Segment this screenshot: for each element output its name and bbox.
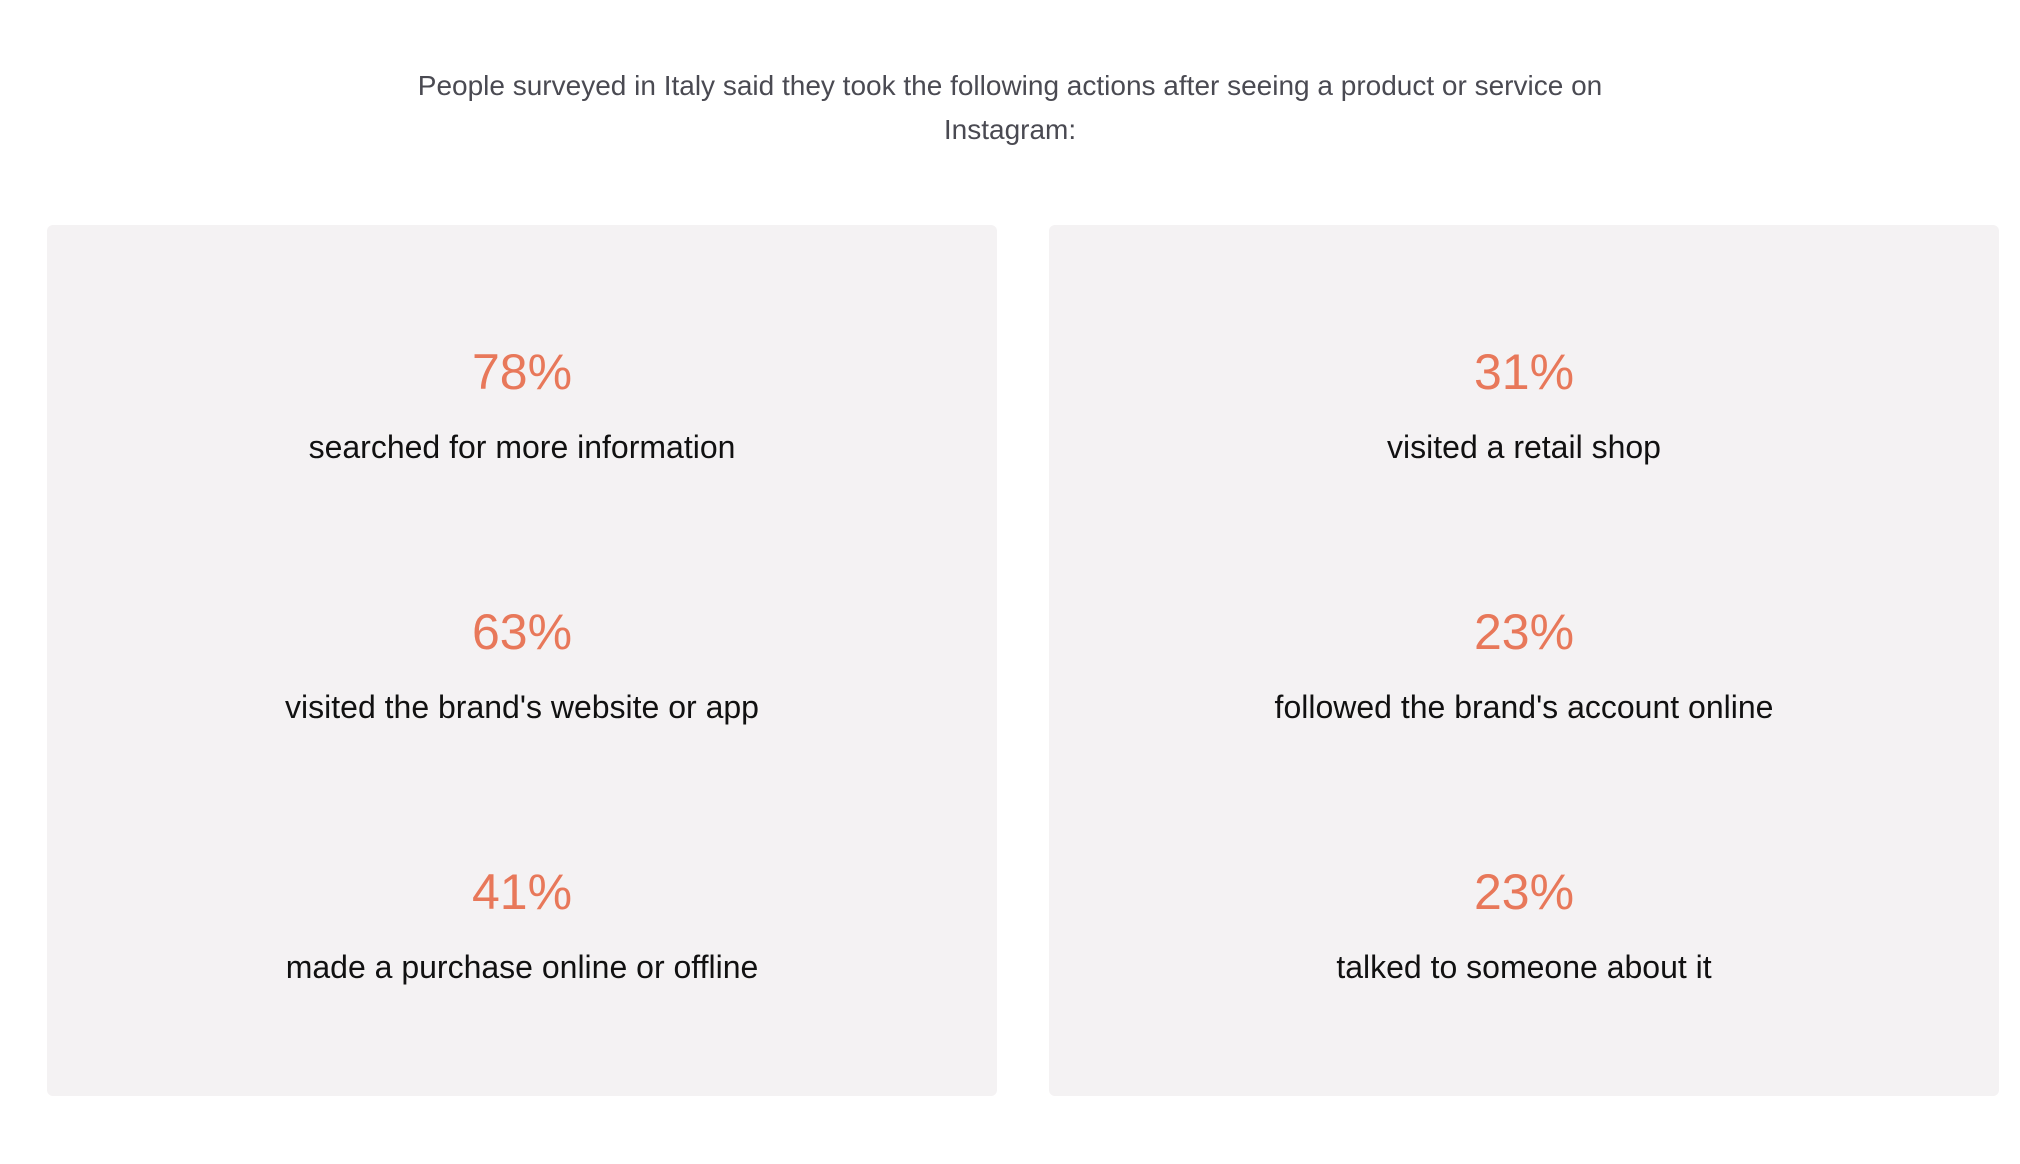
stat-label: visited a retail shop — [1387, 429, 1661, 465]
stat-label: searched for more information — [308, 429, 736, 465]
stat-label: talked to someone about it — [1336, 949, 1712, 985]
stat-item: 31% visited a retail shop — [1049, 341, 1999, 467]
stat-percentage: 41% — [471, 864, 573, 920]
stats-panel-right: 31% visited a retail shop 23% followed t… — [1049, 225, 1999, 1096]
stat-percentage: 78% — [471, 344, 573, 400]
stat-item: 23% followed the brand's account online — [1049, 601, 1999, 727]
stat-item: 23% talked to someone about it — [1049, 861, 1999, 987]
stat-percentage: 23% — [1473, 604, 1575, 660]
stat-item: 78% searched for more information — [47, 341, 997, 467]
stat-label: visited the brand's website or app — [285, 689, 759, 725]
stat-label: followed the brand's account online — [1274, 689, 1774, 725]
stat-item: 63% visited the brand's website or app — [47, 601, 997, 727]
stat-percentage: 31% — [1473, 344, 1575, 400]
stat-percentage: 23% — [1473, 864, 1575, 920]
stat-item: 41% made a purchase online or offline — [47, 861, 997, 987]
stats-panel-left: 78% searched for more information 63% vi… — [47, 225, 997, 1096]
stat-label: made a purchase online or offline — [285, 949, 759, 985]
stat-percentage: 63% — [471, 604, 573, 660]
survey-intro-text: People surveyed in Italy said they took … — [417, 70, 1603, 145]
